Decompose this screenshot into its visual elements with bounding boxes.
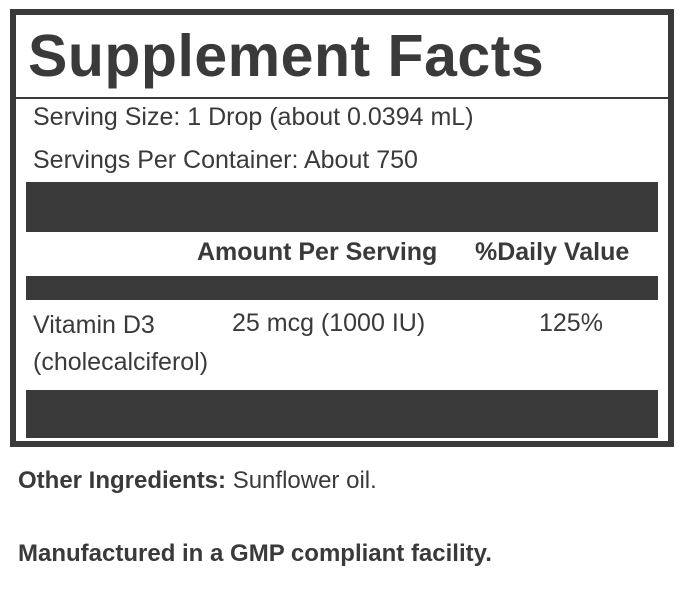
other-ingredients-value: Sunflower oil.	[226, 467, 377, 494]
column-header-daily-value: %Daily Value	[475, 238, 630, 266]
header-divider	[26, 276, 658, 300]
serving-size: Serving Size: 1 Drop (about 0.0394 mL)	[33, 103, 474, 131]
other-ingredients: Other Ingredients: Sunflower oil.	[18, 467, 377, 495]
nutrient-amount: 25 mcg (1000 IU)	[232, 309, 426, 337]
thick-divider-bottom	[26, 390, 658, 438]
manufacturing-note: Manufactured in a GMP compliant facility…	[18, 540, 492, 568]
panel-title: Supplement Facts	[28, 23, 545, 89]
servings-per-container: Servings Per Container: About 750	[33, 146, 418, 174]
nutrient-name-detail: (cholecalciferol)	[33, 348, 209, 376]
supplement-facts-panel: Supplement Facts Serving Size: 1 Drop (a…	[10, 9, 674, 447]
manufacturing-note-text: Manufactured in a GMP compliant facility…	[18, 540, 492, 567]
other-ingredients-label: Other Ingredients:	[18, 467, 227, 494]
thick-divider-top	[26, 182, 658, 232]
title-divider	[16, 97, 668, 99]
nutrient-name: Vitamin D3	[33, 311, 155, 339]
column-header-amount: Amount Per Serving	[197, 238, 438, 266]
nutrient-daily-value: 125%	[539, 309, 603, 337]
